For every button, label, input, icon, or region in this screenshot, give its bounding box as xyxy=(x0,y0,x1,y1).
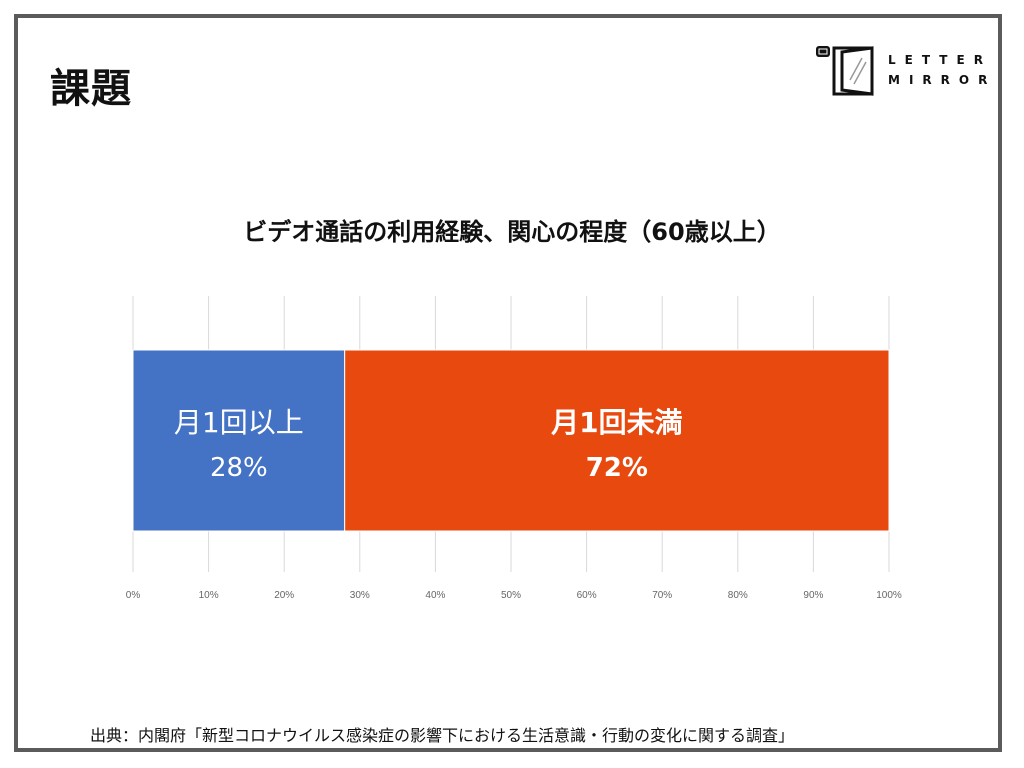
mirror-logo-icon xyxy=(816,46,874,96)
logo-line-2: MIRROR xyxy=(888,73,997,87)
chart-title: ビデオ通話の利用経験、関心の程度（60歳以上） xyxy=(243,218,781,246)
segment-value-label: 28% xyxy=(210,453,268,483)
bar-segment xyxy=(344,349,890,532)
x-tick-label: 90% xyxy=(803,590,823,601)
x-tick-label: 60% xyxy=(577,590,597,601)
x-tick-label: 30% xyxy=(350,590,370,601)
x-tick-label: 100% xyxy=(876,590,902,601)
x-tick-label: 70% xyxy=(652,590,672,601)
x-tick-label: 0% xyxy=(126,590,141,601)
slide-title: 課題 xyxy=(50,66,132,112)
bar-segment xyxy=(132,349,346,532)
x-tick-label: 40% xyxy=(425,590,445,601)
x-tick-label: 10% xyxy=(199,590,219,601)
slide-frame xyxy=(14,14,1002,752)
segment-value-label: 72% xyxy=(586,453,648,483)
x-tick-label: 20% xyxy=(274,590,294,601)
logo-line-1: LETTER xyxy=(888,53,992,67)
x-tick-label: 50% xyxy=(501,590,521,601)
segment-label: 月1回未満 xyxy=(550,406,682,439)
source-citation: 出典：内閣府「新型コロナウイルス感染症の影響下における生活意識・行動の変化に関す… xyxy=(90,726,795,745)
x-tick-label: 80% xyxy=(728,590,748,601)
segment-label: 月1回以上 xyxy=(174,406,304,439)
